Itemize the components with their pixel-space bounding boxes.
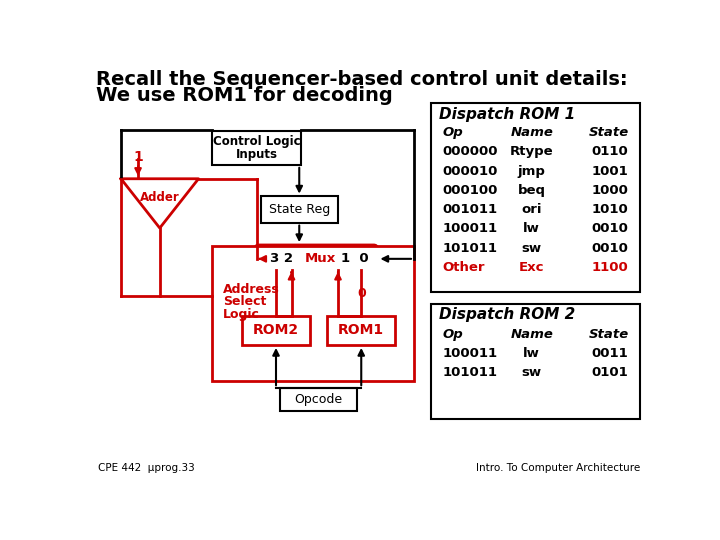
Text: 0101: 0101 [592, 366, 629, 379]
Text: 001011: 001011 [443, 203, 498, 216]
Text: 000100: 000100 [443, 184, 498, 197]
Text: sw: sw [522, 241, 542, 254]
Text: jmp: jmp [518, 165, 546, 178]
Text: Exc: Exc [519, 261, 544, 274]
Text: 000000: 000000 [443, 145, 498, 158]
Text: 101011: 101011 [443, 366, 498, 379]
Text: Other: Other [443, 261, 485, 274]
Text: Op: Op [443, 328, 464, 341]
Text: 0010: 0010 [592, 222, 629, 235]
Text: 1100: 1100 [592, 261, 629, 274]
Text: Name: Name [510, 126, 553, 139]
Text: 0011: 0011 [592, 347, 629, 360]
Text: Intro. To Computer Architecture: Intro. To Computer Architecture [476, 463, 640, 473]
FancyBboxPatch shape [212, 131, 301, 165]
FancyBboxPatch shape [327, 316, 395, 345]
Text: We use ROM1 for decoding: We use ROM1 for decoding [96, 86, 393, 105]
FancyBboxPatch shape [242, 316, 310, 345]
Text: 3 2: 3 2 [270, 252, 293, 265]
Text: lw: lw [523, 347, 540, 360]
Text: Recall the Sequencer-based control unit details:: Recall the Sequencer-based control unit … [96, 70, 628, 89]
FancyBboxPatch shape [212, 246, 414, 381]
Text: CPE 442  μprog.33: CPE 442 μprog.33 [98, 463, 194, 473]
Text: 1  0: 1 0 [341, 252, 369, 265]
Text: 100011: 100011 [443, 222, 498, 235]
FancyBboxPatch shape [280, 388, 357, 411]
Text: 0010: 0010 [592, 241, 629, 254]
Text: State: State [588, 126, 629, 139]
FancyBboxPatch shape [431, 103, 640, 292]
FancyBboxPatch shape [261, 197, 338, 222]
Text: Name: Name [510, 328, 553, 341]
Text: 000010: 000010 [443, 165, 498, 178]
Text: 101011: 101011 [443, 241, 498, 254]
Text: ROM1: ROM1 [338, 323, 384, 338]
Text: Rtype: Rtype [510, 145, 554, 158]
Text: 100011: 100011 [443, 347, 498, 360]
Text: sw: sw [522, 366, 542, 379]
Text: Logic: Logic [223, 308, 260, 321]
Text: 1000: 1000 [592, 184, 629, 197]
Text: Address: Address [223, 283, 280, 296]
Text: Mux: Mux [305, 252, 336, 265]
Text: Inputs: Inputs [235, 147, 278, 160]
Text: 0: 0 [357, 287, 366, 300]
Text: lw: lw [523, 222, 540, 235]
Text: Op: Op [443, 126, 464, 139]
Text: 0110: 0110 [592, 145, 629, 158]
FancyBboxPatch shape [431, 303, 640, 419]
FancyBboxPatch shape [255, 245, 377, 273]
Text: Dispatch ROM 2: Dispatch ROM 2 [438, 307, 575, 322]
Text: Dispatch ROM 1: Dispatch ROM 1 [438, 106, 575, 122]
Text: 1001: 1001 [592, 165, 629, 178]
Text: State: State [588, 328, 629, 341]
Text: 1010: 1010 [592, 203, 629, 216]
Text: 1: 1 [133, 150, 143, 164]
Text: Opcode: Opcode [294, 393, 343, 406]
Text: State Reg: State Reg [269, 203, 330, 216]
Text: ori: ori [521, 203, 542, 216]
Text: Adder: Adder [140, 191, 179, 204]
Text: ROM2: ROM2 [253, 323, 299, 338]
Text: Control Logic: Control Logic [213, 136, 300, 148]
Text: beq: beq [518, 184, 546, 197]
Text: Select: Select [223, 295, 266, 308]
